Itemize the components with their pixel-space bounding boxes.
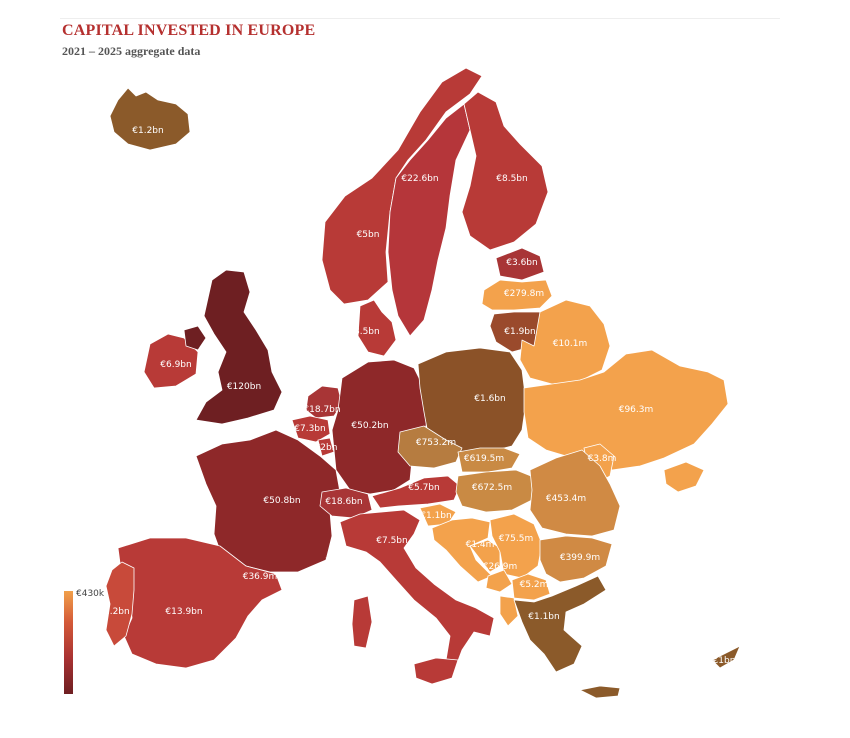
country-italy-sardinia[interactable] (351, 595, 373, 649)
country-cyprus[interactable] (711, 645, 741, 669)
country-slovakia[interactable] (457, 447, 521, 473)
label-netherlands: €18.7bn (303, 405, 340, 415)
country-portugal[interactable] (105, 561, 135, 647)
country-slovenia[interactable] (419, 503, 457, 527)
label-belgium: €7.3bn (294, 424, 325, 434)
label-north-macedonia: €5.2m (520, 580, 549, 590)
label-slovakia: €619.5m (464, 454, 504, 464)
country-denmark[interactable] (357, 299, 397, 357)
label-luxembourg: €2bn (315, 443, 338, 453)
legend-color-bar (64, 591, 73, 694)
label-slovenia: €1.1bn (420, 511, 451, 521)
country-latvia[interactable] (481, 279, 553, 311)
label-ireland: €6.9bn (160, 360, 191, 370)
label-latvia: €279.8m (504, 289, 544, 299)
label-sweden: €22.6bn (401, 174, 438, 184)
country-poland[interactable] (417, 347, 527, 455)
label-greece: €1.1bn (528, 612, 559, 622)
label-france: €50.8bn (263, 496, 300, 506)
label-poland: €1.6bn (474, 394, 505, 404)
country-romania[interactable] (529, 449, 621, 537)
label-norway: €5bn (357, 230, 380, 240)
label-croatia: €1.4m (466, 540, 495, 550)
label-switzerland: €18.6bn (325, 497, 362, 507)
label-serbia: €75.5m (499, 534, 534, 544)
country-spain[interactable] (117, 537, 283, 669)
country-uk-nireland[interactable] (183, 325, 207, 351)
map-title: CAPITAL INVESTED IN EUROPE (62, 22, 316, 39)
country-greece[interactable] (513, 575, 607, 673)
country-albania[interactable] (499, 595, 519, 627)
label-uk: €120bn (227, 382, 261, 392)
country-norway[interactable] (321, 67, 483, 305)
label-montenegro: €26.9m (483, 562, 518, 572)
country-serbia[interactable] (489, 513, 543, 579)
label-ukraine: €96.3m (619, 405, 654, 415)
country-belgium[interactable] (291, 415, 331, 443)
label-hungary: €672.5m (472, 483, 512, 493)
country-montenegro[interactable] (485, 569, 513, 593)
country-croatia[interactable] (431, 517, 493, 583)
label-finland: €8.5bn (496, 174, 527, 184)
country-ukraine[interactable] (523, 349, 729, 471)
label-spain: €13.9bn (165, 607, 202, 617)
label-andorra: €36.9m (243, 572, 278, 582)
country-greece-crete[interactable] (579, 685, 621, 699)
label-cyprus: €1bn (713, 656, 736, 666)
label-italy: €7.5bn (376, 536, 407, 546)
label-belarus: €10.1m (553, 339, 588, 349)
label-austria: €5.7bn (408, 483, 439, 493)
label-estonia: €3.6bn (506, 258, 537, 268)
country-germany[interactable] (331, 359, 429, 495)
country-sweden[interactable] (387, 103, 471, 337)
label-monaco: €1.7m (326, 555, 355, 565)
country-ukraine-crimea[interactable] (663, 461, 705, 493)
country-italy-sicily[interactable] (413, 657, 459, 685)
label-denmark: €8.5bn (348, 327, 379, 337)
country-france[interactable] (195, 429, 341, 573)
country-czechia[interactable] (397, 425, 463, 469)
country-finland[interactable] (461, 91, 549, 251)
country-ireland[interactable] (143, 333, 199, 389)
top-rule (60, 18, 780, 19)
country-italy[interactable] (339, 509, 495, 667)
label-bulgaria: €399.9m (560, 553, 600, 563)
country-bulgaria[interactable] (539, 535, 613, 583)
country-hungary[interactable] (455, 469, 537, 513)
label-moldova: €3.8m (588, 454, 617, 464)
map-subtitle: 2021 – 2025 aggregate data (62, 44, 201, 58)
label-lithuania: €1.9bn (504, 327, 535, 337)
country-iceland[interactable] (109, 87, 191, 151)
country-bosnia[interactable] (469, 539, 501, 573)
label-portugal: €2.2bn (98, 607, 129, 617)
label-iceland: €1.2bn (132, 126, 163, 136)
country-estonia[interactable] (495, 247, 545, 281)
country-uk[interactable] (195, 269, 283, 425)
legend-min-label: €430k (76, 589, 105, 599)
label-romania: €453.4m (546, 494, 586, 504)
label-czechia: €753.2m (416, 438, 456, 448)
label-germany: €50.2bn (351, 421, 388, 431)
